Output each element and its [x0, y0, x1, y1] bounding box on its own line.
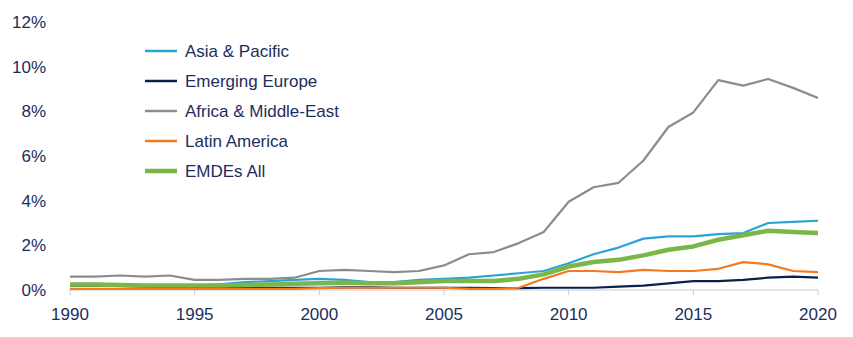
legend-swatch: [145, 140, 177, 143]
y-tick-label: 6%: [21, 147, 46, 166]
legend-swatch: [145, 110, 177, 113]
legend-label: EMDEs All: [185, 162, 265, 181]
legend-label: Latin America: [185, 132, 289, 151]
x-tick: [818, 290, 819, 295]
x-tick: [568, 290, 569, 295]
x-tick: [444, 290, 445, 295]
x-tick: [693, 290, 694, 295]
series-line: [70, 79, 818, 280]
x-tick-label: 2000: [300, 305, 338, 324]
page: {"chart_data": { "type": "line", "x": [1…: [0, 0, 853, 337]
series-line: [70, 231, 818, 286]
x-tick-label: 2005: [425, 305, 463, 324]
legend-label: Asia & Pacific: [185, 42, 289, 61]
x-tick-label: 2010: [550, 305, 588, 324]
x-tick-label: 2020: [799, 305, 837, 324]
legend-swatch: [145, 169, 177, 174]
y-tick-label: 2%: [21, 236, 46, 255]
legend-swatch: [145, 80, 177, 83]
plot-area: [70, 79, 818, 289]
series-line: [70, 221, 818, 286]
x-tick: [70, 290, 71, 295]
y-tick-label: 4%: [21, 192, 46, 211]
legend-swatch: [145, 50, 177, 53]
legend-label: Emerging Europe: [185, 72, 317, 91]
x-tick: [319, 290, 320, 295]
chart: 0% 2% 4% 6% 8% 10% 12% 1990 1995 2000 2005 2010 2015…: [0, 0, 853, 337]
legend-label: Africa & Middle-East: [185, 102, 339, 121]
x-tick-label: 2015: [674, 305, 712, 324]
legend: Asia & Pacific Emerging Europe Africa & Mi…: [145, 42, 339, 181]
y-tick-label: 10%: [12, 58, 46, 77]
y-tick-label: 0%: [21, 281, 46, 300]
x-tick-label: 1995: [176, 305, 214, 324]
x-tick: [194, 290, 195, 295]
x-tick-label: 1990: [51, 305, 89, 324]
y-tick-label: 8%: [21, 102, 46, 121]
y-tick-label: 12%: [12, 13, 46, 32]
